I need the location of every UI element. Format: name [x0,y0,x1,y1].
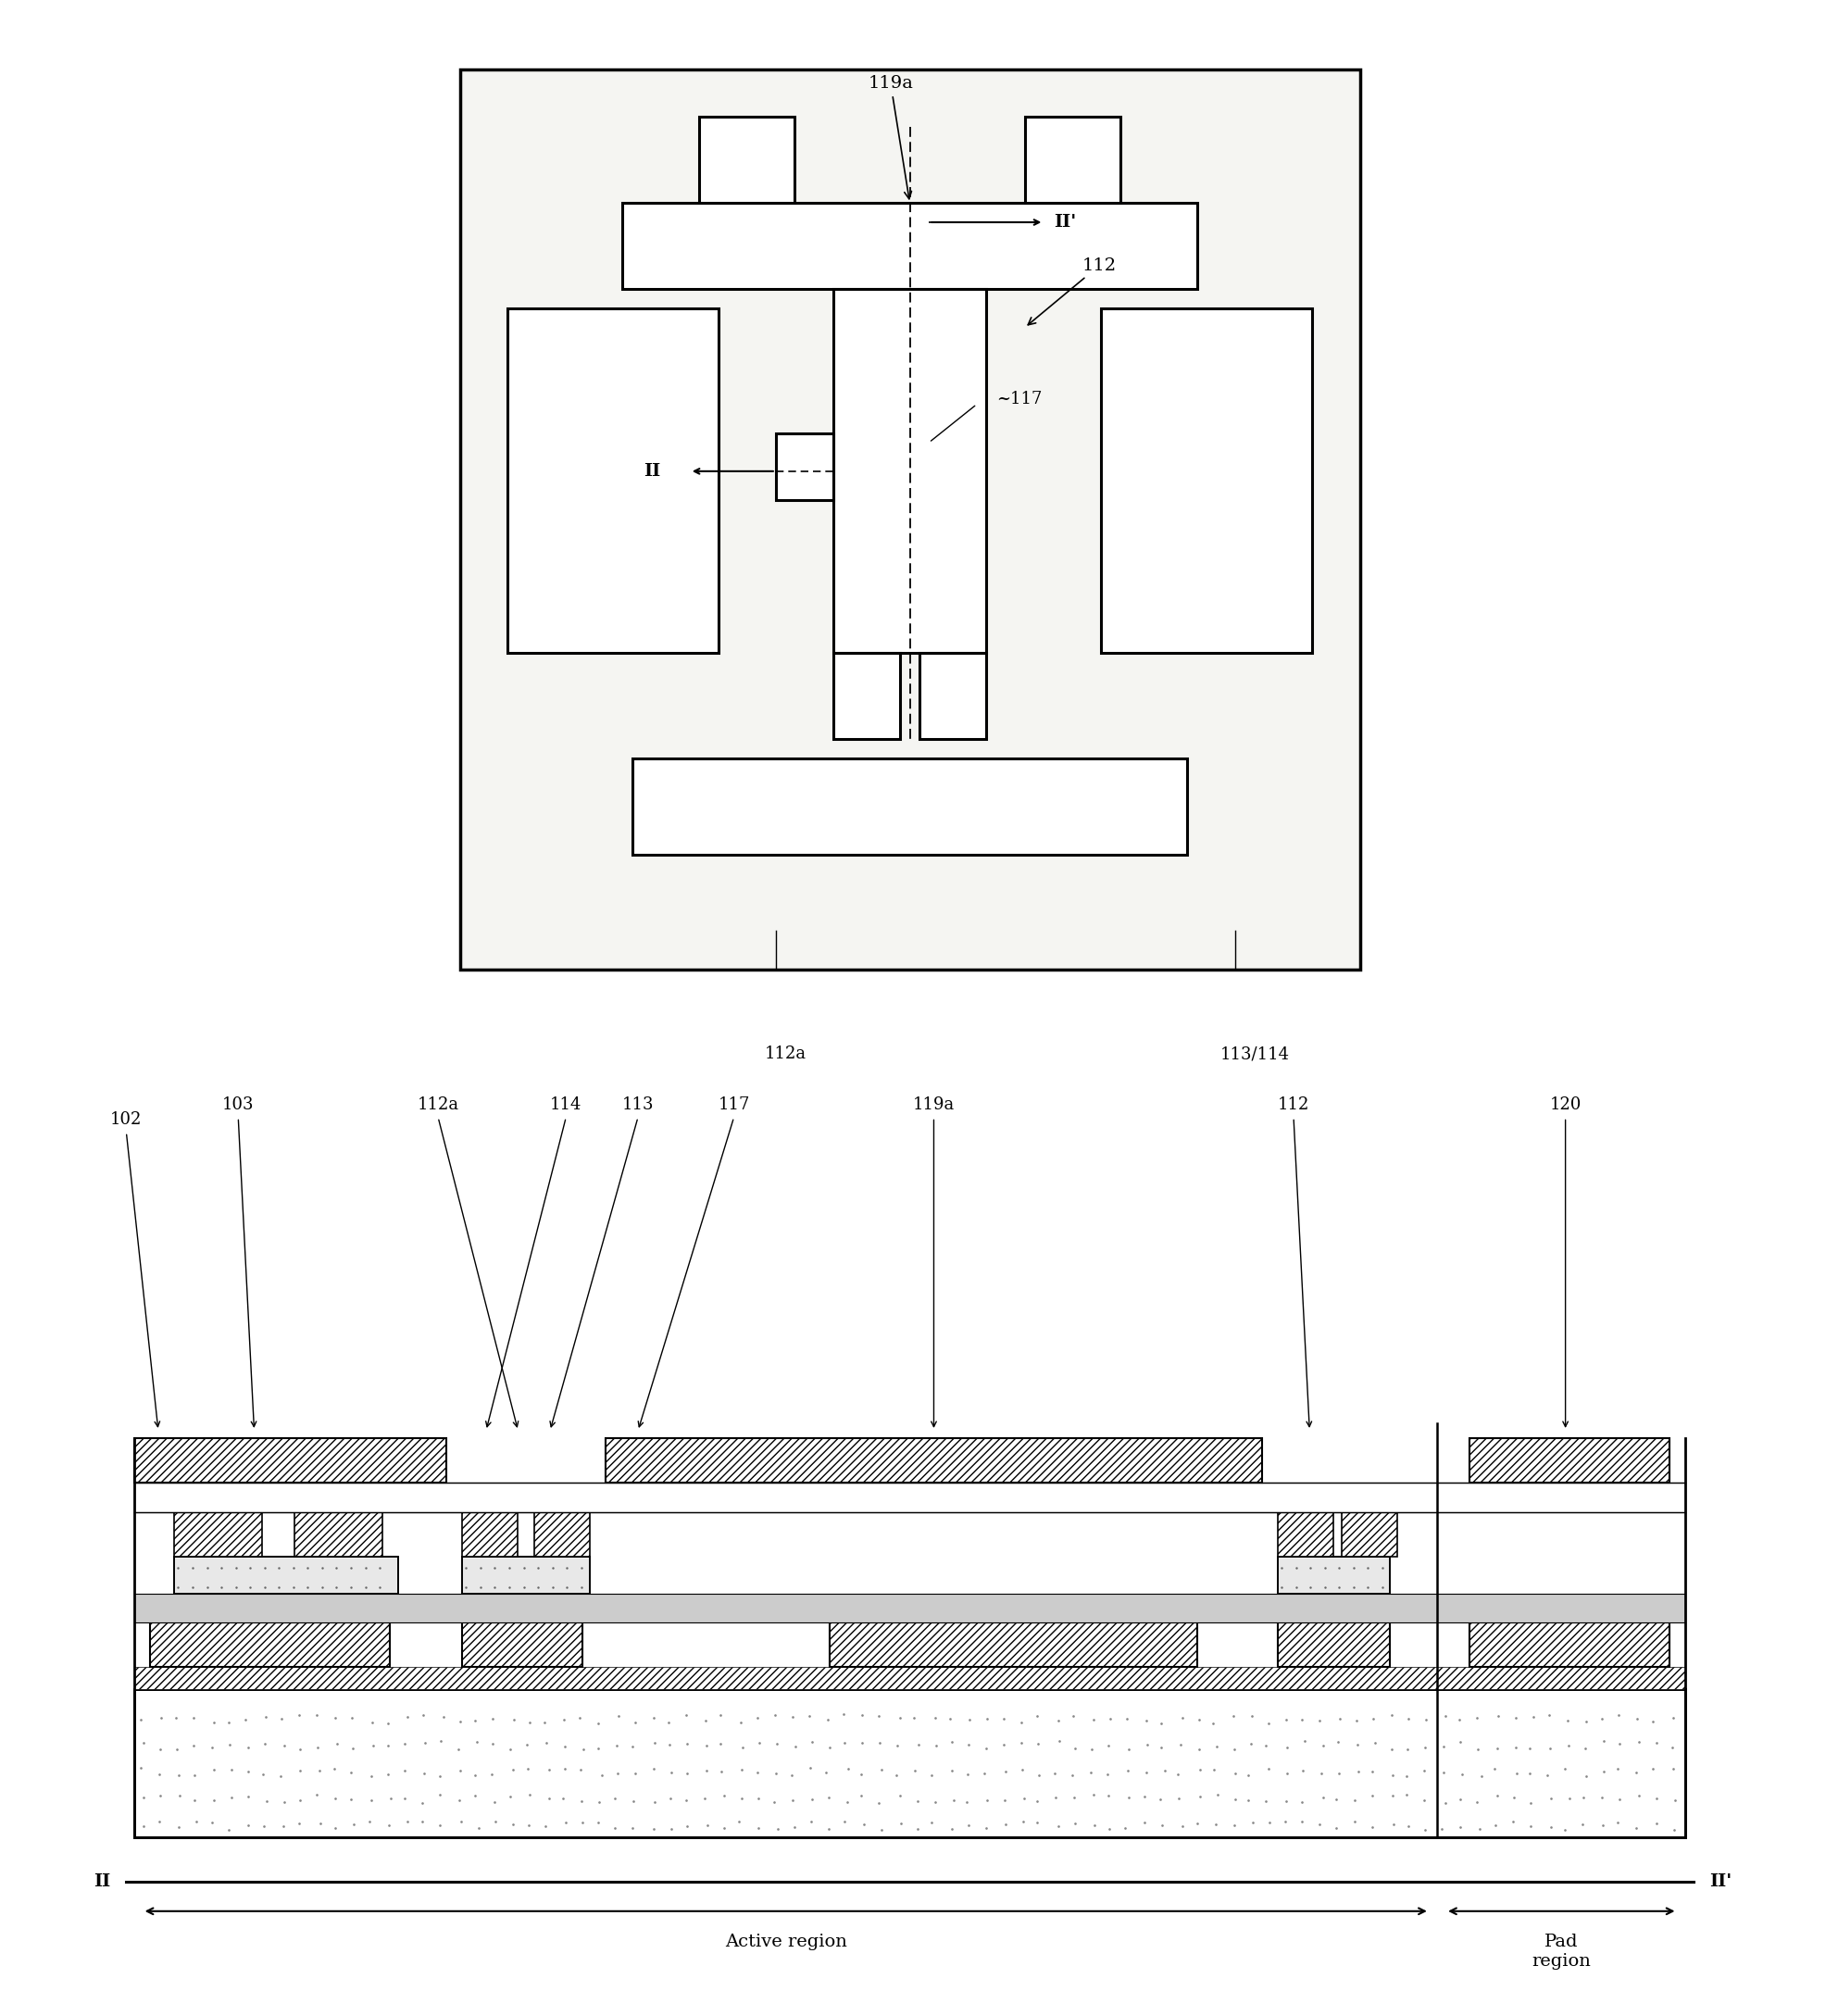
Bar [461,1556,590,1593]
Text: II': II' [1053,214,1075,230]
Bar [134,1437,447,1482]
Text: 119a: 119a [868,75,913,200]
Text: 112a: 112a [765,1046,807,1062]
Bar [1277,1623,1390,1667]
Bar [833,653,901,740]
Bar [175,1556,399,1593]
Bar [175,1512,263,1556]
Bar [607,1437,1261,1482]
Bar [1277,1512,1334,1556]
Bar [1470,1623,1669,1667]
Text: 102: 102 [110,1111,142,1127]
Text: 119a: 119a [913,1097,954,1113]
Text: II: II [643,464,662,480]
Bar [632,758,1187,855]
Bar [1470,1437,1669,1482]
Bar [1026,117,1121,204]
Bar [831,1623,1198,1667]
Bar [776,433,833,500]
Bar [1277,1556,1390,1593]
Bar [175,1556,399,1593]
Text: 120: 120 [1549,1097,1581,1113]
Text: II: II [94,1873,110,1889]
Text: Active region: Active region [724,1933,847,1949]
Bar [698,117,794,204]
Bar [833,288,987,653]
Text: 113: 113 [621,1097,654,1113]
Bar [134,1689,1685,1837]
Bar [461,1556,590,1593]
Bar [507,308,719,653]
Text: ~117: ~117 [996,391,1042,407]
Text: 114: 114 [550,1097,583,1113]
Bar [1342,1512,1397,1556]
Bar [134,1482,1685,1512]
Text: Pad
region: Pad region [1531,1933,1592,1970]
Bar [151,1623,390,1667]
Text: 112: 112 [1027,258,1116,325]
Bar [623,204,1197,288]
Bar [134,1689,1685,1837]
Text: 112a: 112a [417,1097,460,1113]
Text: 113/114: 113/114 [1220,1046,1288,1062]
Text: II': II' [1709,1873,1731,1889]
Bar [1277,1556,1390,1593]
Bar [461,1623,583,1667]
Bar [461,1512,518,1556]
Bar [294,1512,382,1556]
Bar [134,1593,1685,1623]
Text: 117: 117 [719,1097,750,1113]
Bar [919,653,987,740]
Bar [535,1512,590,1556]
Bar [1101,308,1312,653]
Text: 112: 112 [1277,1097,1309,1113]
Text: 103: 103 [222,1097,254,1113]
Bar [134,1667,1685,1689]
